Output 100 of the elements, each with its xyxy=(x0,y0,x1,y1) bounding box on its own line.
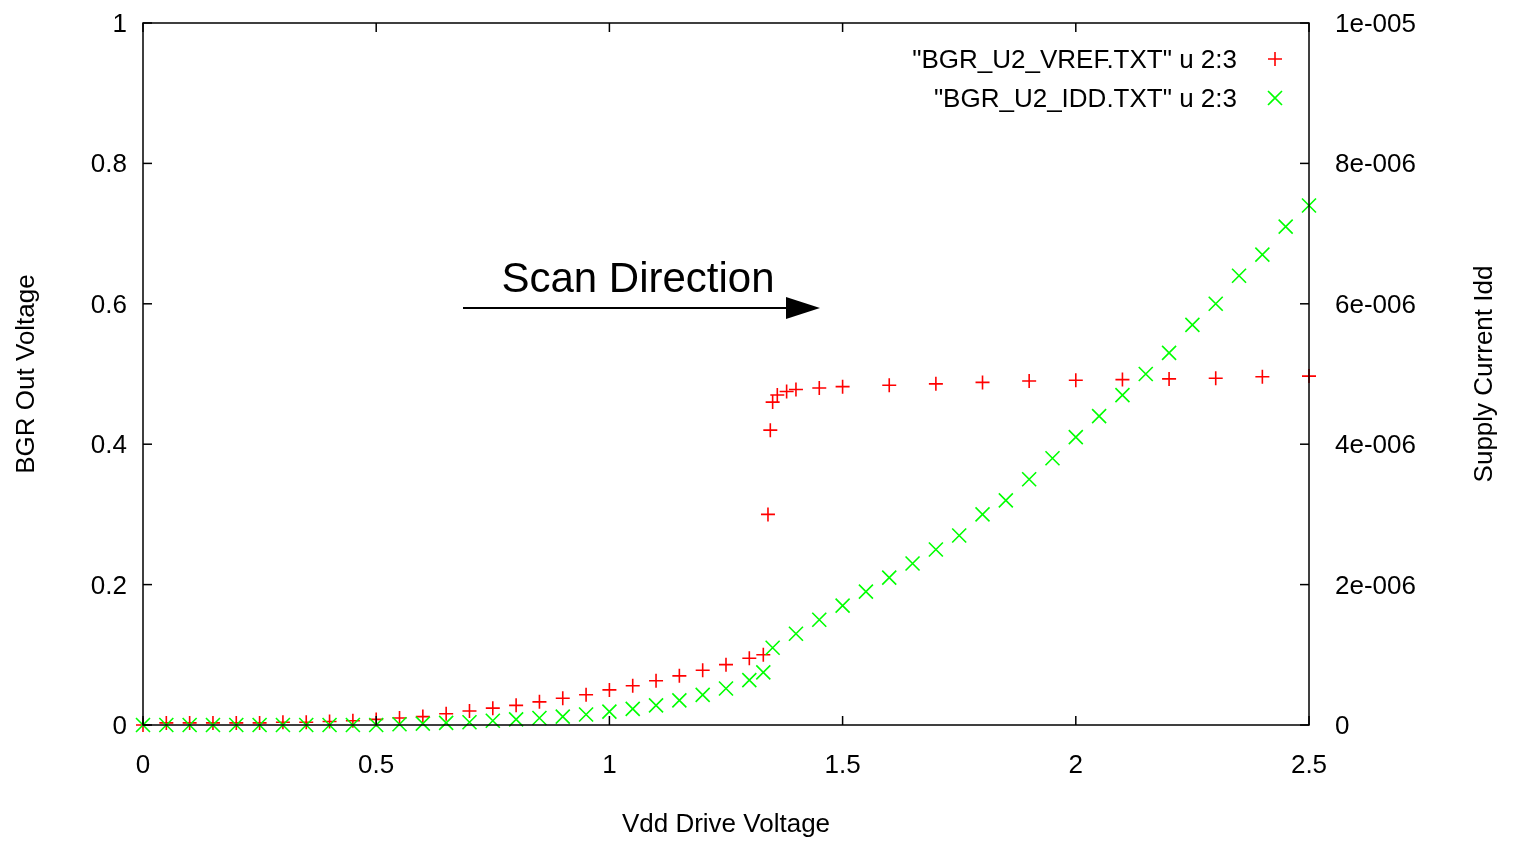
point xyxy=(755,664,772,681)
point xyxy=(461,703,478,719)
point xyxy=(508,711,524,728)
point xyxy=(1021,471,1037,488)
point xyxy=(764,394,781,410)
y2-tick-label: 0 xyxy=(1335,710,1350,740)
point xyxy=(554,708,571,725)
point xyxy=(1114,371,1131,388)
point xyxy=(1068,372,1084,389)
point xyxy=(601,703,618,720)
point xyxy=(415,715,431,732)
point xyxy=(974,374,991,391)
x-tick-label: 2 xyxy=(1068,749,1084,779)
point xyxy=(1068,429,1084,445)
point xyxy=(1161,345,1177,361)
point xyxy=(648,697,664,714)
x-tick-label: 0 xyxy=(135,749,151,779)
y-tick-label: 0.4 xyxy=(90,429,127,460)
y2-tick-label: 1e-005 xyxy=(1335,8,1416,38)
point xyxy=(904,555,921,572)
point xyxy=(648,672,664,689)
point xyxy=(788,381,804,398)
x-tick-label: 2.5 xyxy=(1290,749,1328,779)
point xyxy=(1137,366,1154,382)
point xyxy=(624,701,641,717)
point xyxy=(1301,197,1317,214)
point xyxy=(998,492,1014,509)
point xyxy=(741,672,758,688)
point xyxy=(764,639,781,656)
point xyxy=(1044,450,1061,467)
point xyxy=(531,710,548,726)
point xyxy=(321,713,338,730)
point xyxy=(1114,387,1131,403)
point xyxy=(858,583,874,600)
y2-axis-title: Supply Current Idd xyxy=(1468,265,1498,483)
y-tick-label: 0.8 xyxy=(90,148,127,179)
point xyxy=(1091,408,1107,424)
x-axis-title: Vdd Drive Voltage xyxy=(621,808,831,838)
point xyxy=(881,377,898,394)
point xyxy=(788,625,804,642)
point xyxy=(694,687,711,703)
point xyxy=(718,656,734,673)
point xyxy=(321,717,338,733)
point xyxy=(1207,296,1224,312)
point xyxy=(368,717,384,733)
point xyxy=(485,712,501,729)
point xyxy=(485,700,501,716)
point xyxy=(755,647,772,663)
point xyxy=(1021,373,1037,389)
point xyxy=(554,690,571,707)
x-tick-label: 1 xyxy=(602,749,617,779)
point xyxy=(811,611,828,628)
point xyxy=(1184,317,1201,333)
point xyxy=(1207,370,1224,387)
point xyxy=(1254,369,1271,385)
point xyxy=(345,712,361,729)
point xyxy=(718,680,734,697)
point xyxy=(881,569,898,586)
y-tick-label: 0.2 xyxy=(90,569,127,600)
y-tick-label: 0 xyxy=(112,710,127,740)
point xyxy=(415,708,431,725)
point xyxy=(531,694,548,710)
point xyxy=(578,687,594,703)
y2-tick-label: 6e-006 xyxy=(1335,288,1416,319)
point xyxy=(391,716,408,733)
y-axis-title: BGR Out Voltage xyxy=(10,274,40,474)
point xyxy=(741,650,758,667)
point xyxy=(671,692,688,709)
point xyxy=(438,705,454,722)
point xyxy=(578,706,594,723)
point xyxy=(694,662,711,679)
point xyxy=(1254,246,1271,263)
point xyxy=(951,527,967,544)
x-tick-label: 1.5 xyxy=(824,749,861,779)
y-tick-label: 0.6 xyxy=(90,288,127,319)
legend-label: "BGR_U2_IDD.TXT" u 2:3 xyxy=(933,83,1237,113)
point xyxy=(769,387,786,403)
point xyxy=(928,541,944,558)
point xyxy=(438,715,454,731)
point xyxy=(391,710,408,726)
y-tick-label: 1 xyxy=(112,8,127,38)
point xyxy=(778,383,795,400)
point xyxy=(834,597,851,614)
y2-tick-label: 4e-006 xyxy=(1335,429,1416,460)
point xyxy=(508,697,524,714)
point xyxy=(624,677,641,694)
point xyxy=(1277,218,1294,235)
y2-tick-label: 8e-006 xyxy=(1335,148,1416,179)
point xyxy=(834,378,851,395)
point xyxy=(671,668,688,684)
point xyxy=(345,717,361,733)
point xyxy=(974,506,991,523)
point xyxy=(762,422,779,438)
x-tick-label: 0.5 xyxy=(358,749,395,779)
y2-tick-label: 2e-006 xyxy=(1335,569,1416,600)
point xyxy=(1161,371,1177,387)
annotation: Scan Direction xyxy=(501,254,775,301)
point xyxy=(461,714,478,730)
point xyxy=(760,506,776,523)
point xyxy=(601,682,618,698)
